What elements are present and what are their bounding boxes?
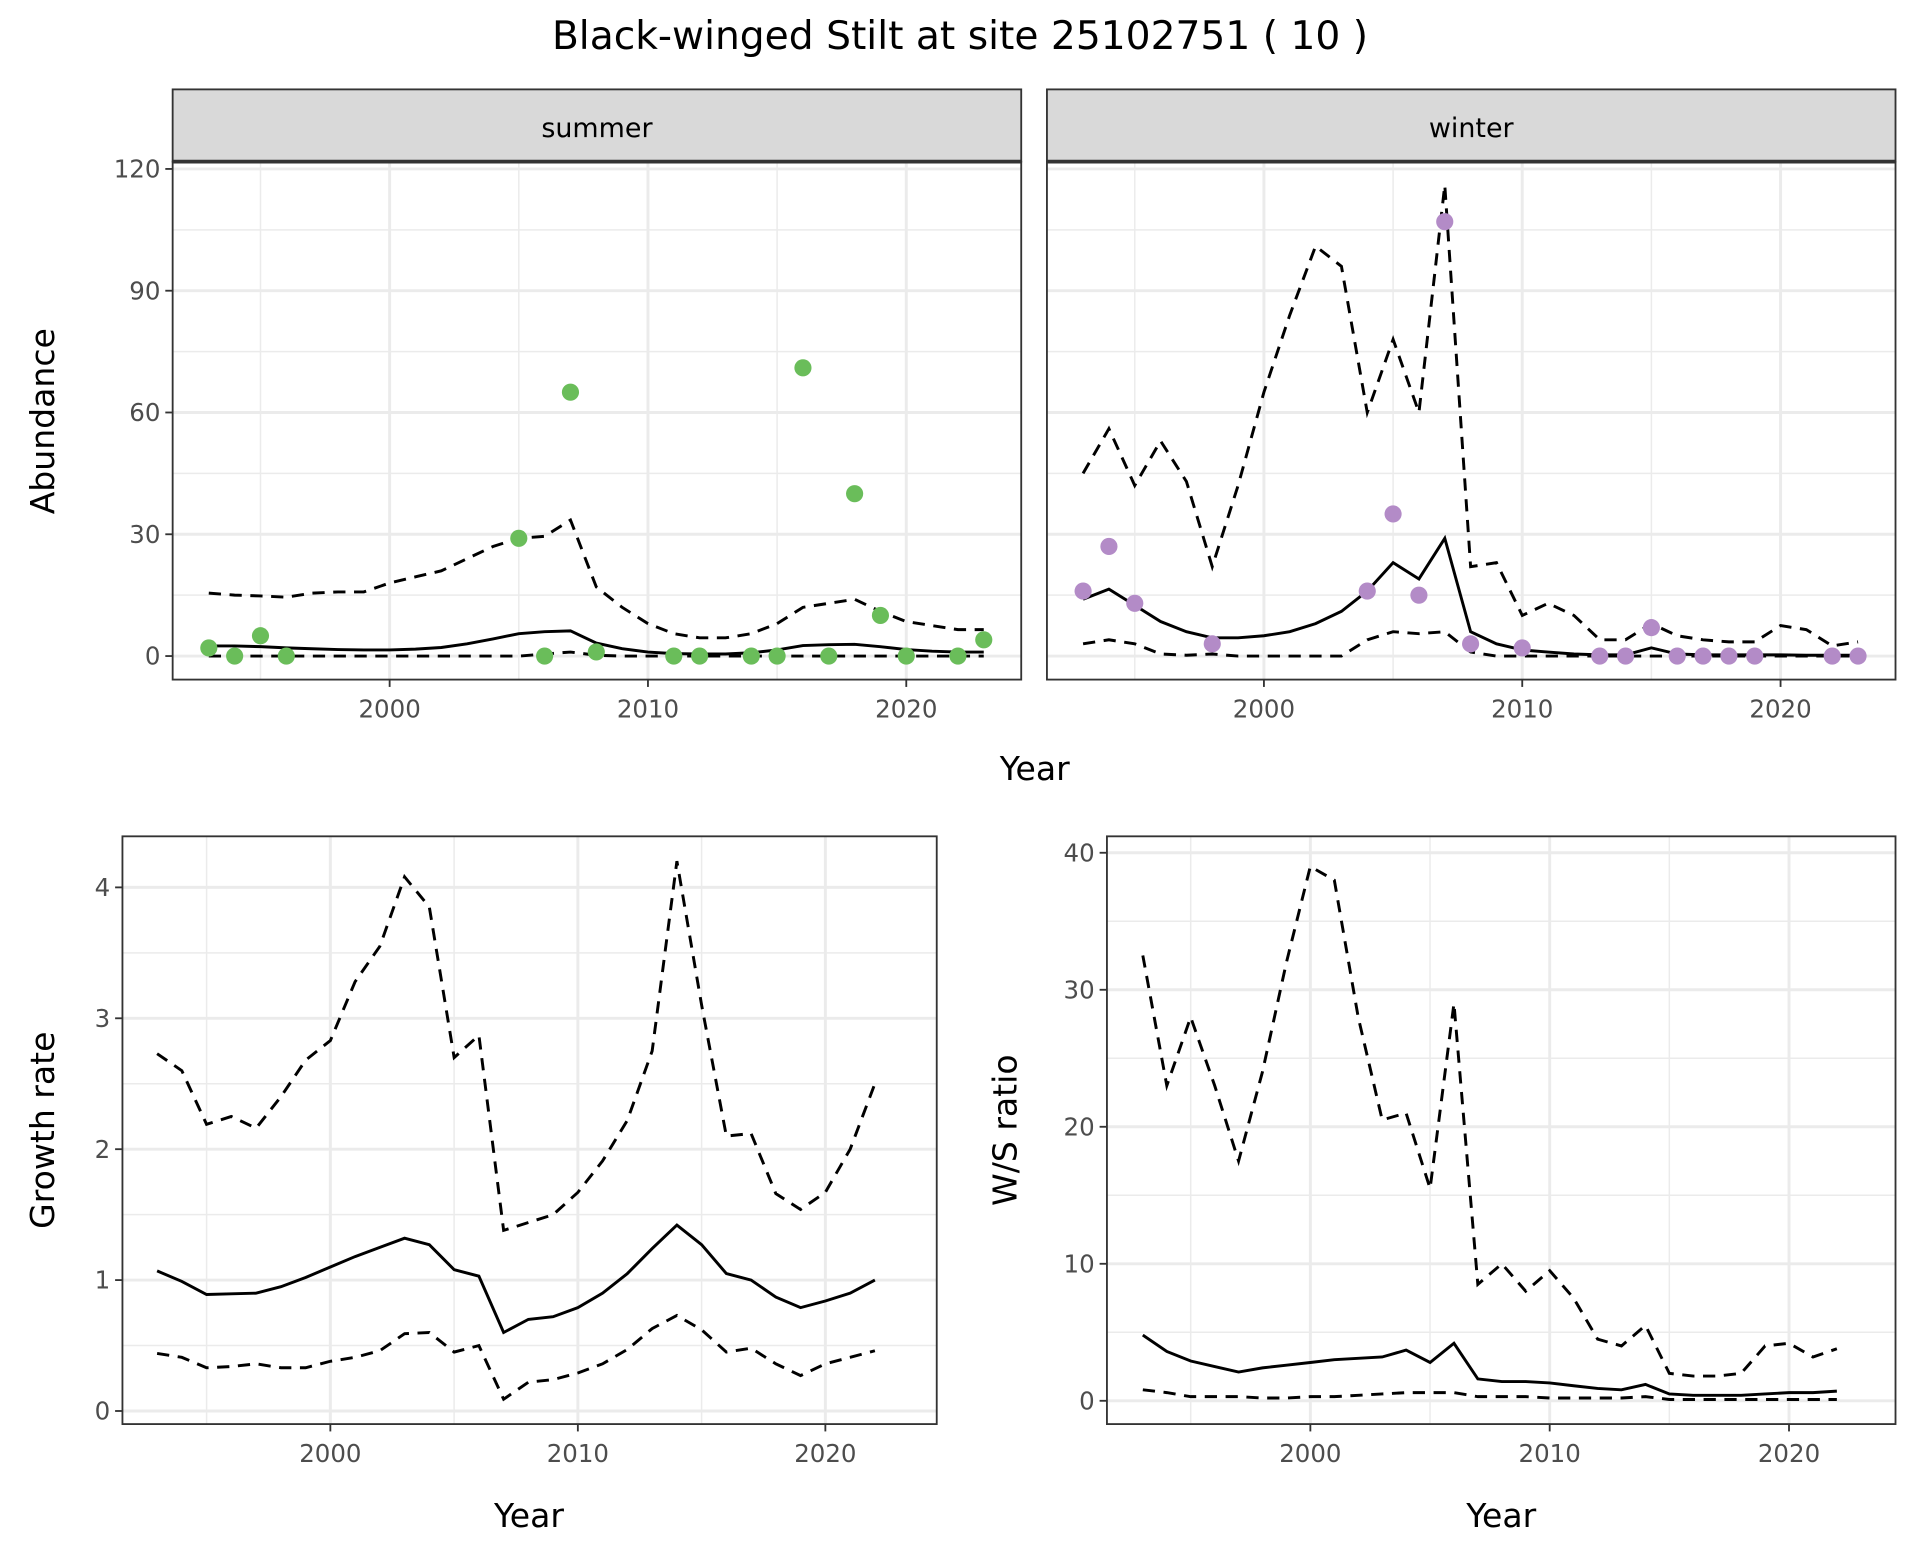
x-tick-label: 2010 bbox=[1519, 1439, 1581, 1468]
lower-bound-line bbox=[156, 1313, 876, 1402]
y-tick-label: 3 bbox=[95, 1004, 111, 1033]
data-point bbox=[1616, 647, 1635, 665]
panel-summer: summer 2000 2010 2020 0 30 60 90 120 bbox=[114, 88, 1023, 724]
y-tick-label: 0 bbox=[95, 1397, 111, 1426]
mean-line bbox=[156, 1223, 876, 1335]
data-point bbox=[1668, 647, 1686, 665]
data-point bbox=[871, 606, 890, 625]
x-tick-label: 2020 bbox=[794, 1439, 856, 1468]
data-point bbox=[975, 631, 993, 649]
data-point bbox=[1074, 582, 1092, 600]
data-point bbox=[820, 647, 838, 665]
y-tick-label: 30 bbox=[1064, 975, 1095, 1004]
x-tick-label: 2020 bbox=[1758, 1439, 1820, 1468]
x-tick-label: 2000 bbox=[1233, 695, 1295, 724]
facet-label: summer bbox=[541, 113, 653, 144]
data-point bbox=[1203, 635, 1221, 653]
y-tick-label: 20 bbox=[1064, 1112, 1095, 1141]
panel-border bbox=[171, 160, 1023, 681]
y-tick-label: 30 bbox=[129, 520, 160, 549]
y-tick-label: 40 bbox=[1064, 838, 1095, 867]
data-point bbox=[561, 383, 580, 401]
y-axis-title-growth: Growth rate bbox=[23, 1032, 62, 1229]
data-point bbox=[587, 643, 605, 661]
y-tick-label: 120 bbox=[114, 155, 161, 184]
x-tick-label: 2000 bbox=[1279, 1439, 1341, 1468]
x-axis-title-ratio: Year bbox=[1465, 1496, 1536, 1535]
data-point bbox=[1436, 213, 1454, 231]
y-axis-title-ratio: W/S ratio bbox=[985, 1054, 1024, 1206]
data-point bbox=[1823, 647, 1841, 665]
data-point bbox=[897, 647, 915, 665]
upper-bound-line bbox=[1141, 864, 1838, 1378]
data-point bbox=[1591, 647, 1609, 665]
y-tick-label: 60 bbox=[129, 398, 160, 427]
x-tick-label: 2010 bbox=[1491, 695, 1553, 724]
data-point bbox=[768, 647, 786, 665]
data-point bbox=[691, 647, 709, 665]
x-tick-label: 2000 bbox=[299, 1439, 361, 1468]
data-point bbox=[277, 647, 295, 665]
lower-bound-line bbox=[1142, 1388, 1837, 1401]
data-point bbox=[226, 647, 244, 665]
data-point bbox=[949, 647, 967, 665]
panel-border bbox=[121, 835, 938, 1425]
y-tick-label: 0 bbox=[1079, 1386, 1095, 1415]
facet-strip bbox=[171, 88, 1023, 163]
facet-label: winter bbox=[1429, 113, 1515, 144]
x-tick-label: 2020 bbox=[875, 695, 937, 724]
x-tick-label: 2010 bbox=[617, 695, 679, 724]
data-point bbox=[1513, 639, 1531, 657]
x-tick-label: 2020 bbox=[1749, 695, 1811, 724]
data-point bbox=[1410, 586, 1428, 604]
y-tick-label: 90 bbox=[129, 276, 160, 305]
data-point bbox=[1849, 647, 1867, 665]
panel-winter: winter 2000 2010 2020 bbox=[1046, 88, 1897, 724]
data-point bbox=[1462, 635, 1480, 653]
data-point bbox=[536, 647, 554, 665]
data-point bbox=[1384, 505, 1402, 523]
upper-bound-line bbox=[156, 860, 877, 1233]
x-axis-title-top: Year bbox=[999, 749, 1070, 788]
upper-bound-line bbox=[1081, 184, 1859, 648]
panel-border bbox=[1046, 160, 1897, 681]
mean-line bbox=[208, 629, 984, 656]
y-tick-label: 0 bbox=[145, 642, 161, 671]
facet-strip bbox=[1046, 88, 1897, 163]
data-point bbox=[1720, 647, 1738, 665]
y-tick-label: 1 bbox=[95, 1266, 111, 1295]
panel-border bbox=[1106, 835, 1897, 1425]
panel-growth-rate: 2000 2010 2020 0 1 2 3 4 bbox=[95, 835, 938, 1468]
x-axis-title-growth: Year bbox=[493, 1496, 564, 1535]
lower-bound-line bbox=[208, 650, 984, 658]
upper-bound-line bbox=[208, 517, 984, 640]
data-point bbox=[1642, 619, 1660, 637]
data-point bbox=[1746, 647, 1764, 665]
data-point bbox=[1126, 594, 1144, 612]
data-point bbox=[794, 359, 812, 377]
y-tick-label: 10 bbox=[1064, 1249, 1095, 1278]
data-point bbox=[510, 529, 528, 547]
data-point bbox=[742, 647, 760, 665]
data-point bbox=[1100, 537, 1118, 556]
x-tick-label: 2010 bbox=[547, 1439, 609, 1468]
data-point bbox=[251, 627, 270, 645]
data-point bbox=[1358, 582, 1376, 600]
x-tick-label: 2000 bbox=[358, 695, 420, 724]
y-tick-label: 2 bbox=[95, 1135, 111, 1164]
data-point bbox=[665, 647, 683, 665]
data-point bbox=[200, 639, 218, 657]
data-point bbox=[1694, 647, 1712, 665]
y-tick-label: 4 bbox=[95, 873, 111, 902]
data-point bbox=[846, 485, 864, 503]
chart-title: Black-winged Stilt at site 25102751 ( 10… bbox=[552, 14, 1368, 59]
mean-line bbox=[1141, 1333, 1837, 1397]
y-axis-title-abundance: Abundance bbox=[23, 328, 62, 514]
panel-w-s-ratio: 2000 2010 2020 0 10 20 30 40 bbox=[1064, 835, 1897, 1468]
